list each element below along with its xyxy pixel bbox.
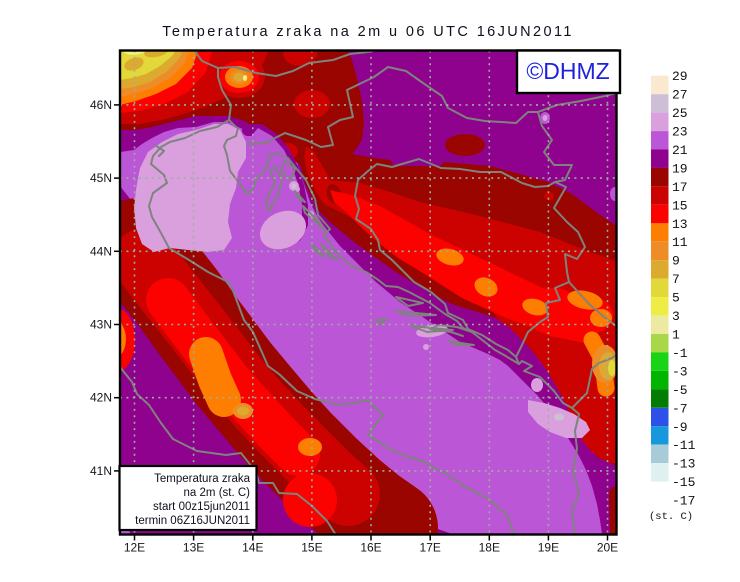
- svg-text:-13: -13: [672, 457, 695, 472]
- svg-text:46N: 46N: [90, 98, 112, 112]
- svg-text:1: 1: [672, 328, 680, 343]
- svg-text:termin 06Z16JUN2011: termin 06Z16JUN2011: [135, 515, 250, 527]
- svg-text:13: 13: [672, 217, 688, 232]
- svg-text:16E: 16E: [360, 541, 381, 555]
- svg-text:19: 19: [672, 161, 688, 176]
- svg-text:25: 25: [672, 106, 688, 121]
- svg-text:44N: 44N: [90, 244, 112, 258]
- svg-text:-15: -15: [672, 475, 695, 490]
- svg-text:-9: -9: [672, 420, 688, 435]
- svg-text:14E: 14E: [242, 541, 263, 555]
- svg-text:17E: 17E: [420, 541, 441, 555]
- svg-text:45N: 45N: [90, 171, 112, 185]
- svg-text:23: 23: [672, 125, 688, 140]
- svg-text:18E: 18E: [479, 541, 500, 555]
- svg-text:11: 11: [672, 235, 688, 250]
- svg-text:43N: 43N: [90, 318, 112, 332]
- svg-text:41N: 41N: [90, 464, 112, 478]
- svg-text:17: 17: [672, 180, 688, 195]
- svg-text:(st. C): (st. C): [649, 511, 693, 523]
- svg-text:start 00z15jun2011: start 00z15jun2011: [153, 501, 250, 513]
- svg-text:9: 9: [672, 254, 680, 269]
- svg-text:29: 29: [672, 69, 688, 84]
- svg-text:20E: 20E: [597, 541, 618, 555]
- svg-text:-7: -7: [672, 401, 688, 416]
- svg-text:-17: -17: [672, 494, 695, 509]
- svg-text:27: 27: [672, 88, 688, 103]
- svg-text:7: 7: [672, 272, 680, 287]
- svg-text:15: 15: [672, 198, 688, 213]
- svg-text:3: 3: [672, 309, 680, 324]
- svg-text:13E: 13E: [183, 541, 204, 555]
- svg-text:42N: 42N: [90, 391, 112, 405]
- svg-text:-11: -11: [672, 438, 696, 453]
- svg-text:19E: 19E: [538, 541, 559, 555]
- svg-text:na 2m (st. C): na 2m (st. C): [184, 487, 251, 499]
- svg-text:5: 5: [672, 291, 680, 306]
- svg-text:Temperatura zraka na 2m u 06 U: Temperatura zraka na 2m u 06 UTC 16JUN20…: [162, 24, 574, 40]
- svg-text:-5: -5: [672, 383, 688, 398]
- svg-text:-3: -3: [672, 364, 688, 379]
- svg-text:12E: 12E: [124, 541, 145, 555]
- svg-text:©DHMZ: ©DHMZ: [526, 58, 609, 84]
- svg-text:Temperatura zraka: Temperatura zraka: [154, 473, 250, 485]
- svg-text:15E: 15E: [301, 541, 322, 555]
- svg-text:21: 21: [672, 143, 688, 158]
- svg-text:-1: -1: [672, 346, 688, 361]
